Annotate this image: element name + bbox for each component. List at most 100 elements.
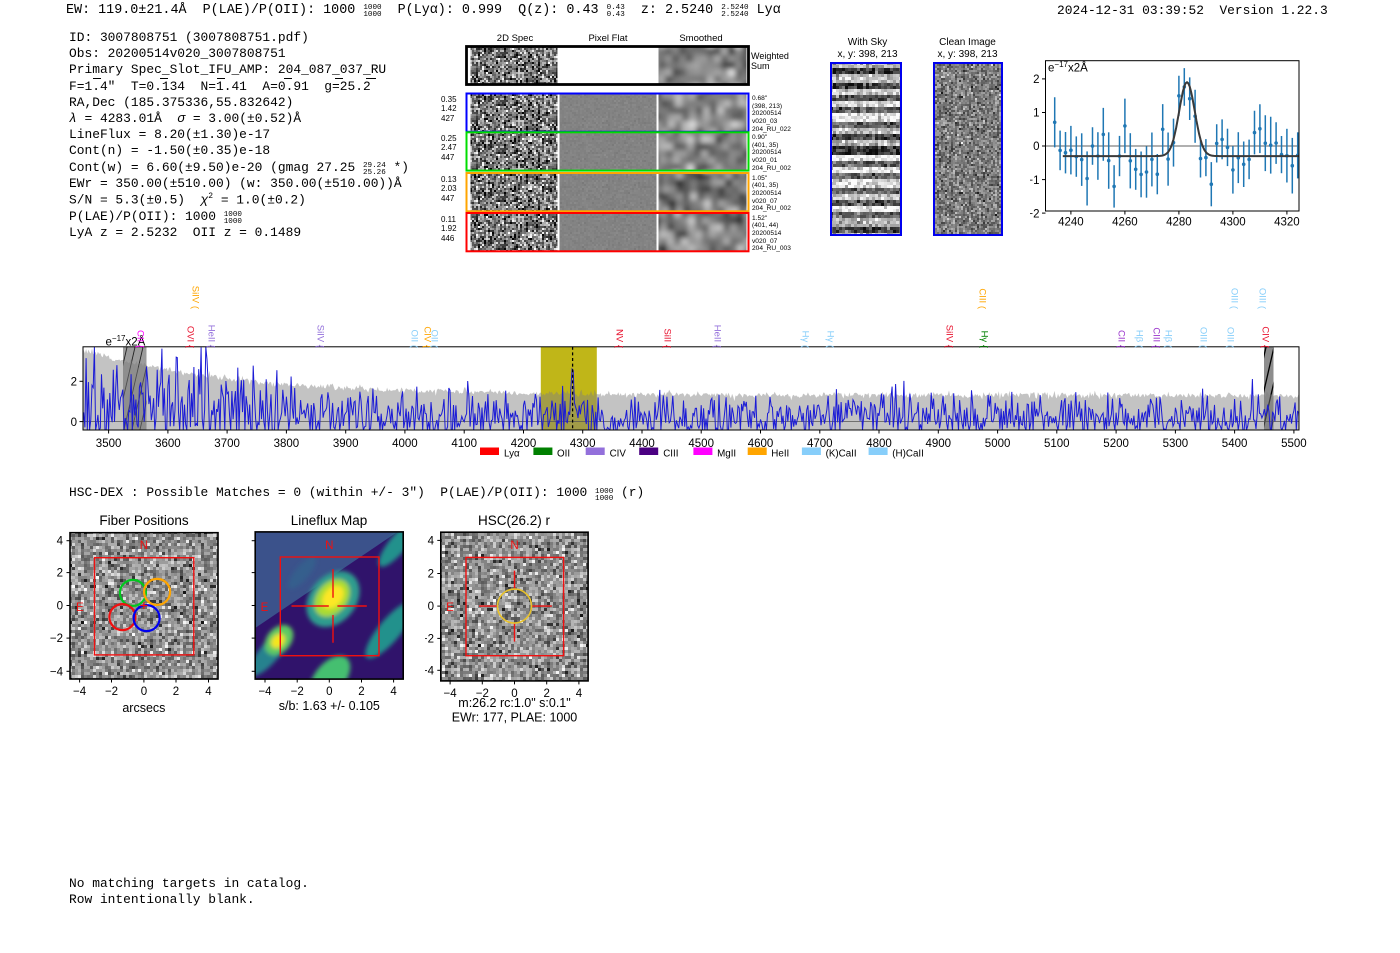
svg-text:NV {: NV { — [614, 329, 625, 348]
svg-text:OIII (: OIII ( — [1198, 327, 1209, 349]
svg-text:4240: 4240 — [1058, 217, 1084, 229]
svg-text:OIII (: OIII ( — [1225, 327, 1236, 349]
svg-text:SiIV (: SiIV ( — [190, 286, 201, 310]
svg-text:E: E — [261, 602, 269, 614]
svg-text:(K)CaII: (K)CaII — [826, 449, 857, 460]
svg-text:arcsecs: arcsecs — [122, 701, 165, 715]
svg-text:Hβ (: Hβ ( — [1134, 330, 1145, 349]
svg-text:SiIV {: SiIV { — [315, 325, 326, 348]
svg-text:4: 4 — [428, 535, 435, 547]
svg-text:N: N — [140, 540, 148, 552]
svg-text:4100: 4100 — [451, 438, 477, 450]
svg-text:E: E — [446, 602, 454, 614]
svg-text:CIV {: CIV { — [422, 326, 433, 348]
svg-text:1: 1 — [1033, 108, 1039, 120]
svg-text:CIV {: CIV { — [1260, 326, 1271, 348]
svg-text:3700: 3700 — [214, 438, 240, 450]
svg-text:Hγ {: Hγ { — [979, 331, 990, 348]
svg-text:HeII {: HeII { — [206, 325, 217, 348]
svg-text:−1: −1 — [1030, 175, 1040, 187]
svg-text:4200: 4200 — [511, 438, 537, 450]
svg-text:CIV: CIV — [610, 449, 627, 460]
svg-text:SiII {: SiII { — [662, 328, 673, 348]
svg-text:CII {: CII { — [135, 330, 146, 348]
svg-text:3600: 3600 — [155, 438, 181, 450]
svg-text:(H)CaII: (H)CaII — [892, 449, 924, 460]
svg-text:−4: −4 — [444, 688, 458, 700]
svg-text:OII (: OII ( — [409, 330, 420, 349]
svg-text:5100: 5100 — [1044, 438, 1070, 450]
svg-text:0: 0 — [511, 688, 517, 700]
svg-text:4500: 4500 — [688, 438, 714, 450]
svg-text:Hγ (: Hγ ( — [825, 331, 836, 349]
svg-text:−4: −4 — [50, 666, 64, 678]
svg-text:s/b: 1.63 +/- 0.105: s/b: 1.63 +/- 0.105 — [279, 699, 380, 713]
svg-text:2: 2 — [1033, 74, 1039, 86]
svg-text:EWr: 177, PLAE: 1000: EWr: 177, PLAE: 1000 — [452, 711, 578, 725]
svg-text:4: 4 — [57, 536, 64, 548]
svg-text:HeII: HeII — [771, 449, 789, 460]
svg-text:4700: 4700 — [807, 438, 833, 450]
svg-text:−2: −2 — [105, 686, 118, 698]
svg-text:CIII (: CIII ( — [977, 288, 988, 309]
svg-text:OVI {: OVI { — [185, 326, 196, 348]
svg-text:0: 0 — [1033, 141, 1039, 153]
svg-text:Lyα: Lyα — [504, 449, 520, 460]
svg-text:OIII (: OIII ( — [1229, 288, 1240, 310]
svg-text:−2: −2 — [425, 633, 434, 645]
svg-text:2: 2 — [358, 686, 364, 698]
svg-text:MgII: MgII — [717, 449, 736, 460]
svg-text:−4: −4 — [425, 665, 435, 677]
svg-text:4300: 4300 — [1220, 217, 1246, 229]
svg-text:5500: 5500 — [1281, 438, 1307, 450]
svg-text:OII: OII — [557, 449, 570, 460]
svg-text:4: 4 — [390, 686, 397, 698]
svg-text:4260: 4260 — [1112, 217, 1138, 229]
svg-text:E: E — [76, 602, 84, 614]
svg-text:2: 2 — [428, 569, 434, 581]
svg-text:N: N — [510, 540, 518, 552]
svg-text:0: 0 — [428, 601, 434, 613]
svg-text:0: 0 — [57, 601, 63, 613]
svg-text:SiIV {: SiIV { — [944, 325, 955, 348]
svg-text:Hβ (: Hβ ( — [1163, 330, 1174, 349]
svg-text:5200: 5200 — [1103, 438, 1129, 450]
svg-text:3900: 3900 — [333, 438, 359, 450]
svg-text:4300: 4300 — [570, 438, 596, 450]
svg-text:CIII {: CIII { — [1151, 327, 1162, 348]
svg-text:OII (: OII ( — [429, 330, 440, 349]
svg-text:−2: −2 — [50, 633, 63, 645]
svg-text:5400: 5400 — [1222, 438, 1248, 450]
svg-text:3800: 3800 — [274, 438, 300, 450]
svg-text:m:26.2 rc:1.0" s:0.1": m:26.2 rc:1.0" s:0.1" — [458, 696, 570, 710]
svg-text:4900: 4900 — [926, 438, 952, 450]
svg-text:0: 0 — [71, 417, 77, 429]
svg-text:5000: 5000 — [985, 438, 1011, 450]
svg-text:−2: −2 — [476, 688, 489, 700]
svg-text:CII {: CII { — [1116, 330, 1127, 348]
svg-text:−4: −4 — [73, 686, 87, 698]
svg-text:5300: 5300 — [1163, 438, 1189, 450]
svg-text:4320: 4320 — [1274, 217, 1300, 229]
svg-text:0: 0 — [141, 686, 147, 698]
svg-text:OIII (: OIII ( — [1257, 288, 1268, 310]
svg-text:2: 2 — [71, 377, 77, 389]
svg-text:HeII {: HeII { — [712, 325, 723, 348]
svg-text:Hγ (: Hγ ( — [800, 331, 811, 349]
svg-text:N: N — [325, 540, 333, 552]
svg-text:2: 2 — [173, 686, 179, 698]
svg-text:4000: 4000 — [392, 438, 418, 450]
svg-text:−2: −2 — [291, 686, 304, 698]
svg-text:−2: −2 — [1030, 208, 1040, 220]
svg-text:e−17x2Å: e−17x2Å — [1048, 60, 1088, 75]
svg-text:4800: 4800 — [866, 438, 892, 450]
svg-text:4400: 4400 — [629, 438, 655, 450]
svg-text:4600: 4600 — [748, 438, 774, 450]
svg-text:4: 4 — [576, 688, 583, 700]
svg-text:4: 4 — [205, 686, 212, 698]
svg-text:CIII: CIII — [663, 449, 678, 460]
svg-text:3500: 3500 — [96, 438, 122, 450]
svg-text:2: 2 — [57, 568, 63, 580]
svg-text:2: 2 — [543, 688, 549, 700]
svg-text:−4: −4 — [258, 686, 272, 698]
